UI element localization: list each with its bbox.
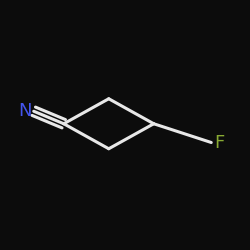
Text: F: F	[214, 134, 224, 152]
Text: N: N	[18, 102, 31, 120]
